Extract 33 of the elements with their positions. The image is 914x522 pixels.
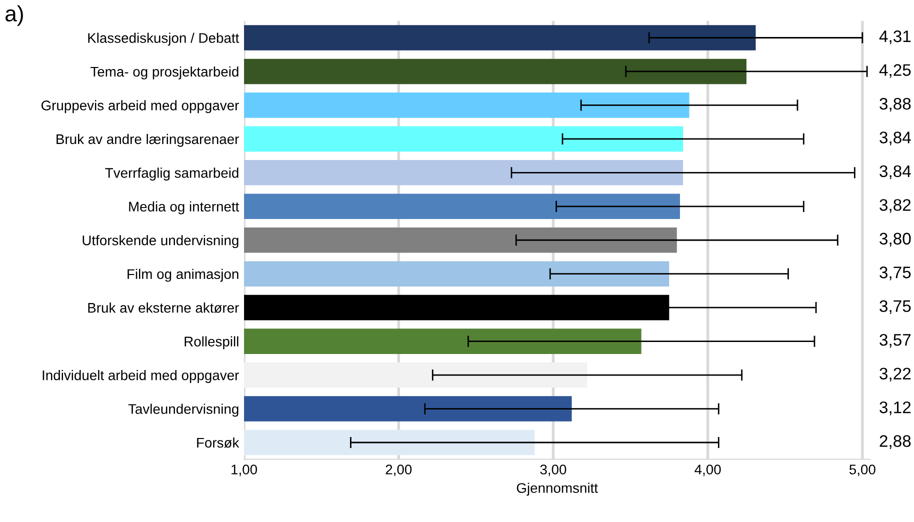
y-tick-label: Individuelt arbeid med oppgaver xyxy=(42,370,239,383)
y-tick-label: Forsøk xyxy=(197,437,240,448)
data-label: 3,84 xyxy=(880,165,911,180)
data-label: 3,75 xyxy=(880,300,911,314)
x-tick-label: 1,00 xyxy=(232,464,258,476)
y-tick-label: Klassediskusjon / Debatt xyxy=(88,32,240,46)
text: a) xyxy=(6,5,23,26)
y-tick-label: Bruk av eksterne aktører xyxy=(88,302,239,313)
data-label: 3,12 xyxy=(880,401,911,416)
data-label: 3,57 xyxy=(880,334,911,348)
data-label: 3,22 xyxy=(880,368,911,382)
y-tick-label: Film og animasjon xyxy=(128,268,238,282)
data-label: 3,80 xyxy=(880,232,911,247)
x-tick-label: 4,00 xyxy=(694,464,721,476)
y-tick-label: Gruppevis arbeid med oppgaver xyxy=(41,100,239,114)
data-label: 4,25 xyxy=(879,64,911,78)
data-label: 3,88 xyxy=(880,98,911,112)
y-tick-label: Tavleundervisning xyxy=(128,404,238,417)
y-tick-label: Utforskende undervisning xyxy=(82,235,238,248)
y-tick-label: Bruk av andre læringsarenaer xyxy=(56,134,239,147)
x-axis-title: Gjennomsnitt xyxy=(516,482,598,496)
data-label: 3,75 xyxy=(880,266,911,280)
x-tick-label: 5,00 xyxy=(849,464,876,476)
y-tick-label: Tema- og prosjektarbeid xyxy=(90,66,238,80)
data-label: 3,82 xyxy=(880,199,911,213)
y-tick-label: Tverrfaglig samarbeid xyxy=(105,168,238,181)
y-tick-label: Rollespill xyxy=(184,336,238,350)
data-label: 2,88 xyxy=(880,435,911,449)
y-tick-label: Media og internett xyxy=(129,201,240,214)
data-label: 3,84 xyxy=(880,132,911,146)
data-label: 4,31 xyxy=(879,30,911,44)
x-tick-label: 2,00 xyxy=(386,464,412,476)
x-tick-label: 3,00 xyxy=(540,464,566,476)
